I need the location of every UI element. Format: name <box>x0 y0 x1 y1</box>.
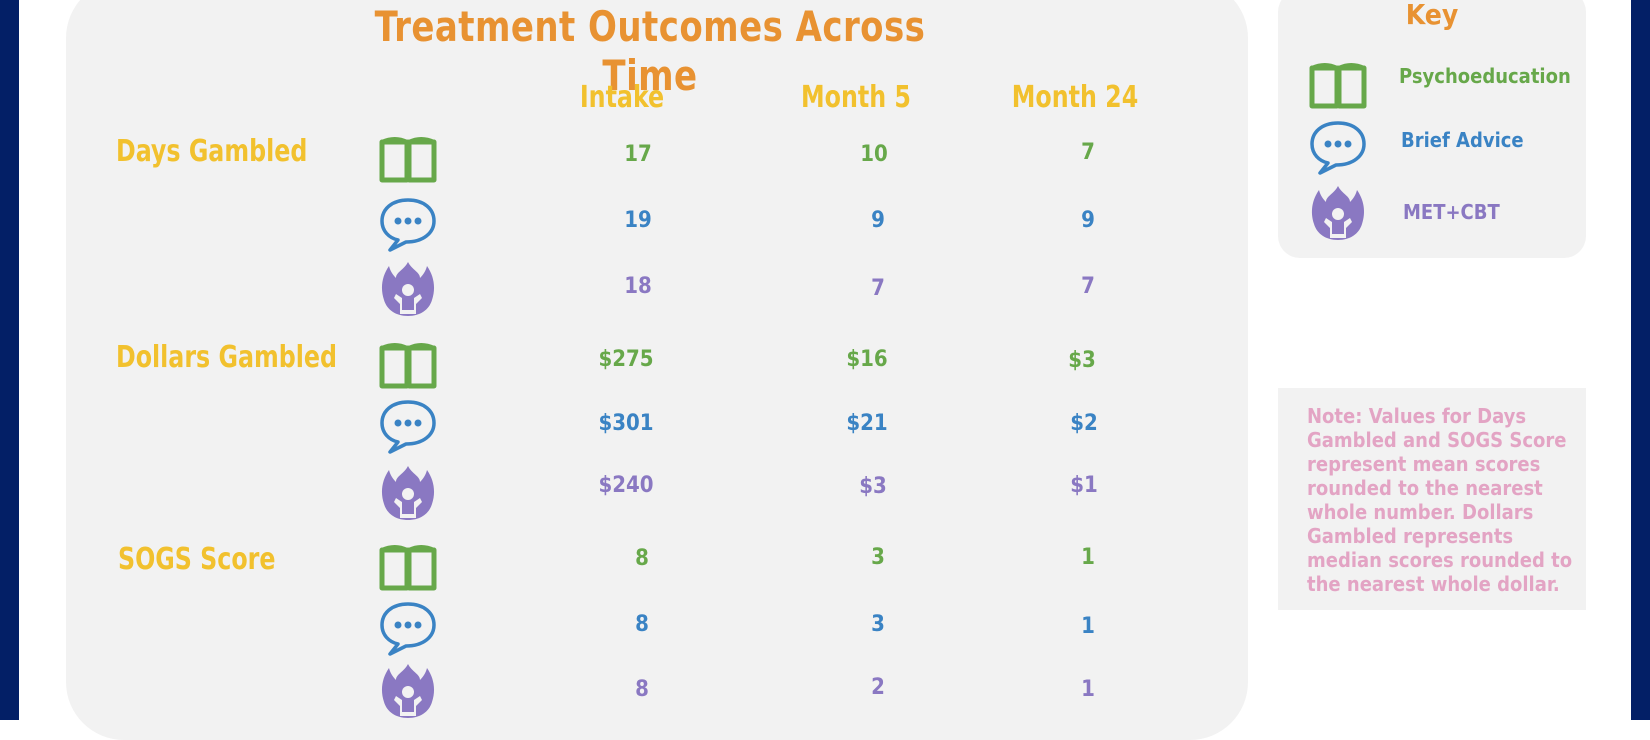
outcomes-table-panel <box>66 0 1248 740</box>
footnote: Note: Values for Days Gambled and SOGS S… <box>1307 404 1573 596</box>
cell-days-met-cbt-month-5: 7 <box>871 276 885 301</box>
book-icon <box>379 137 437 183</box>
row-label-days-gambled: Days Gambled <box>116 134 308 169</box>
cell-sogs-brief-advice-month-24: 1 <box>1081 614 1095 639</box>
key-title: Key <box>1405 0 1459 31</box>
column-header-month-5: Month 5 <box>801 80 911 115</box>
column-header-month-24: Month 24 <box>1011 80 1139 115</box>
flame-person-icon <box>1311 186 1365 240</box>
chart-title: Treatment Outcomes Across Time <box>374 2 926 100</box>
cell-dollars-met-cbt-intake: $240 <box>598 473 654 498</box>
flame-person-icon <box>381 262 435 316</box>
cell-dollars-brief-advice-month-5: $21 <box>846 411 888 436</box>
cell-dollars-psychoeducation-month-24: $3 <box>1068 348 1096 373</box>
column-header-intake: Intake <box>579 80 665 115</box>
cell-dollars-brief-advice-intake: $301 <box>598 411 654 436</box>
speech-bubble-icon <box>380 400 436 454</box>
cell-sogs-brief-advice-intake: 8 <box>635 612 649 637</box>
cell-days-psychoeducation-intake: 17 <box>624 142 652 167</box>
cell-sogs-met-cbt-month-24: 1 <box>1081 677 1095 702</box>
cell-dollars-met-cbt-month-5: $3 <box>859 474 887 499</box>
cell-sogs-psychoeducation-month-5: 3 <box>871 545 885 570</box>
key-label-brief-advice: Brief Advice <box>1401 128 1524 152</box>
cell-sogs-brief-advice-month-5: 3 <box>871 612 885 637</box>
left-border <box>0 0 19 720</box>
note-panel: Note: Values for Days Gambled and SOGS S… <box>1278 388 1586 610</box>
book-icon <box>1309 63 1367 109</box>
cell-days-brief-advice-month-5: 9 <box>871 208 885 233</box>
cell-days-brief-advice-month-24: 9 <box>1081 208 1095 233</box>
speech-bubble-icon <box>380 602 436 656</box>
speech-bubble-icon <box>380 198 436 252</box>
cell-days-psychoeducation-month-5: 10 <box>860 142 888 167</box>
book-icon <box>379 545 437 591</box>
cell-dollars-met-cbt-month-24: $1 <box>1070 473 1098 498</box>
cell-sogs-psychoeducation-intake: 8 <box>635 546 649 571</box>
right-border <box>1631 0 1650 720</box>
cell-dollars-psychoeducation-intake: $275 <box>598 347 654 372</box>
cell-days-brief-advice-intake: 19 <box>624 208 652 233</box>
cell-sogs-met-cbt-month-5: 2 <box>871 675 885 700</box>
cell-sogs-met-cbt-intake: 8 <box>635 677 649 702</box>
speech-bubble-icon <box>1310 121 1366 175</box>
cell-days-met-cbt-month-24: 7 <box>1081 274 1095 299</box>
key-label-psychoeducation: Psychoeducation <box>1399 64 1571 88</box>
row-label-sogs-score: SOGS Score <box>118 542 276 577</box>
key-label-met-cbt: MET+CBT <box>1403 200 1500 224</box>
cell-dollars-brief-advice-month-24: $2 <box>1070 411 1098 436</box>
cell-sogs-psychoeducation-month-24: 1 <box>1081 545 1095 570</box>
cell-days-psychoeducation-month-24: 7 <box>1081 140 1095 165</box>
cell-days-met-cbt-intake: 18 <box>624 274 652 299</box>
flame-person-icon <box>381 466 435 520</box>
row-label-dollars-gambled: Dollars Gambled <box>116 340 337 375</box>
book-icon <box>379 343 437 389</box>
flame-person-icon <box>381 664 435 718</box>
cell-dollars-psychoeducation-month-5: $16 <box>846 347 888 372</box>
